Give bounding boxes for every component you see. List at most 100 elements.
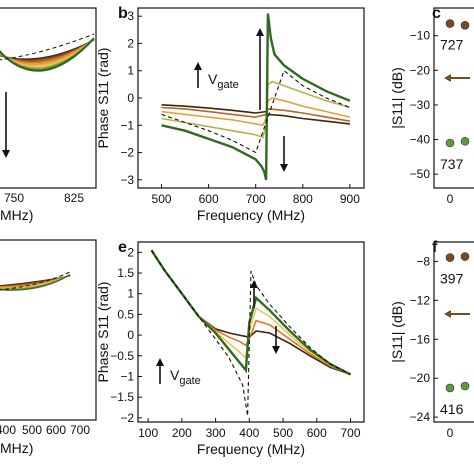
panel-c-xtick-0: 0 (447, 192, 454, 206)
panel-f-point-0-1 (460, 252, 470, 261)
panel-b-vgate-label: Vgate (208, 71, 239, 91)
panel-f-ylabel: |S11| (dB) (389, 301, 405, 362)
panel-b-ylabel: Phase S11 (rad) (95, 48, 111, 149)
panel-b-dashed-series-0 (161, 69, 351, 154)
panel-c-point-0-0 (445, 19, 455, 28)
panel-a-xtick-0: 750 (4, 191, 24, 205)
panel-c-label-1: 737 (440, 156, 464, 172)
panel-f-frame (433, 241, 474, 423)
panel-b-ytick-2: 1 (127, 64, 134, 78)
panel-b-xtick-1: 600 (199, 192, 219, 206)
panel-d-frame (0, 239, 97, 421)
panel-f-point-0-0 (445, 253, 455, 262)
panel-c: −10 −20 −30 −40 −50 0 |S11| (dB) 727 737 (389, 7, 474, 206)
panel-d-xtick-0: 400 (0, 423, 16, 437)
panel-b-up-arrow-head (256, 28, 264, 36)
panel-f-ytick-4: −24 (410, 410, 431, 424)
panel-c-ytick-0: −10 (410, 29, 431, 43)
panel-e-ytick-3: 0.5 (117, 307, 134, 321)
panel-a-frame (0, 7, 97, 189)
panel-e: 100 200 300 400 500 600 700 2 1.5 1 0.5 0 −0.5 −1 −1.5… (95, 241, 365, 457)
panel-d-curves (0, 271, 71, 291)
panel-e-ytick-8: −2 (120, 411, 134, 425)
panel-e-ytick-4: 0 (127, 328, 134, 342)
panel-b-xtick-4: 900 (340, 192, 360, 206)
panel-e-ytick-5: −0.5 (110, 349, 134, 363)
panel-label-e: e (118, 239, 127, 256)
panel-f-ytick-3: −20 (410, 371, 431, 385)
panel-f-ytick-2: −16 (410, 332, 431, 346)
panel-f-label-1: 416 (440, 401, 464, 417)
panel-label-b: b (118, 5, 128, 22)
panel-b-ytick-4: −1 (120, 118, 134, 132)
panel-c-ytick-4: −50 (410, 167, 431, 181)
panel-a-xtick-1: 825 (64, 191, 84, 205)
panel-c-point-1-1 (460, 136, 470, 146)
panel-b-ytick-3: 0 (127, 91, 134, 105)
panel-b-down-arrow-head (280, 164, 288, 172)
panel-c-point-1-0 (445, 138, 455, 148)
panel-a-down-arrow-head (2, 150, 10, 158)
panel-e-xtick-5: 600 (307, 426, 327, 440)
panel-e-xtick-0: 100 (138, 426, 158, 440)
panel-c-frame (433, 7, 474, 189)
panel-b-xlabel: Frequency (MHz) (197, 207, 305, 223)
panel-f-label-0: 397 (440, 271, 464, 287)
panel-label-c: c (432, 5, 441, 22)
panel-d-xtick-1: 500 (22, 423, 42, 437)
panel-b-ytick-0: 3 (127, 9, 134, 23)
panel-e-up-arrow-head (250, 280, 258, 288)
panel-c-arrow-head (444, 74, 451, 82)
panel-f-ytick-0: −8 (416, 254, 430, 268)
panel-d-curve-7 (0, 274, 71, 291)
panel-c-ytick-2: −30 (410, 98, 431, 112)
panel-d-xtick-2: 600 (46, 423, 66, 437)
panel-b-ytick-6: −3 (120, 173, 134, 187)
panel-c-ytick-1: −20 (410, 63, 431, 77)
panel-f-xtick-0: 0 (447, 426, 454, 440)
panel-b-xtick-2: 700 (246, 192, 266, 206)
panel-e-xtick-2: 300 (206, 426, 226, 440)
panel-f-ytick-1: −12 (410, 293, 431, 307)
panel-e-ylabel: Phase S11 (rad) (95, 282, 111, 383)
panel-e-xtick-1: 200 (172, 426, 192, 440)
panel-e-xtick-3: 400 (239, 426, 259, 440)
panel-e-ytick-1: 1.5 (117, 266, 134, 280)
panel-a-dashed-curve (0, 33, 95, 61)
panel-e-series-0 (150, 249, 352, 376)
panel-f-point-1-0 (445, 383, 455, 393)
panel-f-point-1-1 (460, 381, 470, 391)
panel-a-curves (0, 33, 95, 158)
panel-e-xtick-6: 700 (340, 426, 360, 440)
panel-b-xtick-0: 500 (152, 192, 172, 206)
panel-c-ylabel: |S11| (dB) (389, 67, 405, 128)
panel-d-dashed-curve (0, 271, 71, 291)
panel-a-xlabel: MHz) (0, 207, 33, 223)
panel-b-xtick-3: 800 (293, 192, 313, 206)
panel-e-ytick-7: −1.5 (110, 390, 134, 404)
panel-e-ytick-2: 1 (127, 287, 134, 301)
panel-c-ytick-3: −40 (410, 133, 431, 147)
panel-d-xlabel: MHz) (0, 440, 33, 456)
panel-d-xtick-3: 700 (70, 423, 90, 437)
panel-b: 500 600 700 800 900 3 2 1 0 −1 −2 −3 Frequency (MHz)… (95, 7, 365, 223)
panel-e-xtick-4: 500 (273, 426, 293, 440)
panel-e-frame (137, 241, 365, 423)
panel-b-frame (137, 7, 365, 189)
panel-c-point-0-1 (460, 21, 470, 30)
panel-d: 400 500 600 700 MHz) (0, 239, 97, 456)
panel-a: 750 825 MHz) (0, 7, 97, 223)
panel-e-down-arrow-head (272, 346, 280, 354)
panel-e-xlabel: Frequency (MHz) (197, 441, 305, 457)
panel-e-dashed-series-0 (151, 249, 351, 416)
panel-b-vgate-arrowhead (194, 62, 202, 70)
panel-e-ytick-6: −1 (120, 369, 134, 383)
panel-b-ytick-1: 2 (127, 36, 134, 50)
panel-f-arrow-head (444, 310, 451, 318)
panel-b-ytick-5: −2 (120, 146, 134, 160)
panel-e-vgate-label: Vgate (170, 367, 201, 387)
panel-c-label-0: 727 (440, 37, 464, 53)
panel-e-vgate-arrowhead (156, 358, 164, 366)
